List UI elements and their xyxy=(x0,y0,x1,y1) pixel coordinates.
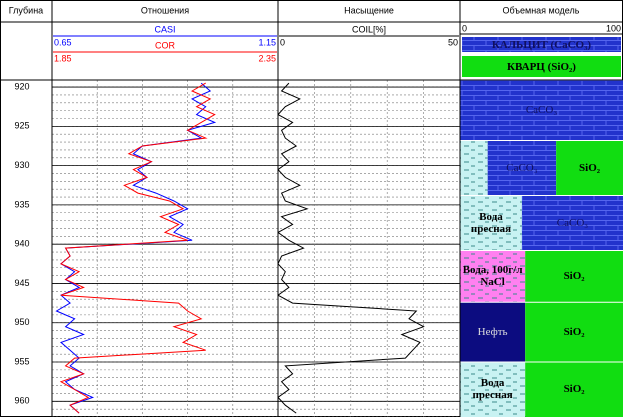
depth-title: Глубина xyxy=(9,5,43,15)
volume-part xyxy=(525,302,623,363)
depth-tick-label: 920 xyxy=(14,81,29,91)
curve xyxy=(278,82,425,414)
curve-name: CASI xyxy=(154,24,175,34)
fill-pattern xyxy=(487,140,557,196)
fill-pattern xyxy=(460,140,488,196)
track-title: Отношения xyxy=(141,5,189,15)
scale-max: 100 xyxy=(606,23,621,33)
scale-max: 50 xyxy=(448,37,458,47)
fill-pattern xyxy=(460,80,623,141)
fill-pattern xyxy=(460,250,526,303)
depth-tick-label: 940 xyxy=(14,239,29,249)
scale-max: 2.35 xyxy=(258,53,276,63)
depth-tick-label: 925 xyxy=(14,121,29,131)
scale-min: 0 xyxy=(280,37,285,47)
curve xyxy=(59,82,216,414)
depth-tick-label: 950 xyxy=(14,317,29,327)
fill-pattern xyxy=(462,37,621,52)
depth-tick-label: 930 xyxy=(14,160,29,170)
volume-part xyxy=(525,362,623,417)
depth-tick-label: 960 xyxy=(14,396,29,406)
curve-name: COR xyxy=(155,40,176,50)
legend-swatch xyxy=(462,56,621,77)
volume-part xyxy=(525,250,623,303)
fill-pattern xyxy=(521,195,623,251)
scale-max: 1.15 xyxy=(258,37,276,47)
volume-part xyxy=(460,302,526,363)
curve-name: COIL[%] xyxy=(352,24,386,34)
track-title: Объемная модель xyxy=(503,5,580,15)
fill-pattern xyxy=(460,195,522,251)
depth-tick-label: 935 xyxy=(14,199,29,209)
scale-min: 0 xyxy=(462,23,467,33)
scale-min: 0.65 xyxy=(54,37,72,47)
depth-tick-label: 945 xyxy=(14,278,29,288)
depth-tick-label: 955 xyxy=(14,356,29,366)
volume-part xyxy=(556,140,623,196)
track-title: Насыщение xyxy=(344,5,394,15)
scale-min: 1.85 xyxy=(54,53,72,63)
fill-pattern xyxy=(460,362,526,417)
